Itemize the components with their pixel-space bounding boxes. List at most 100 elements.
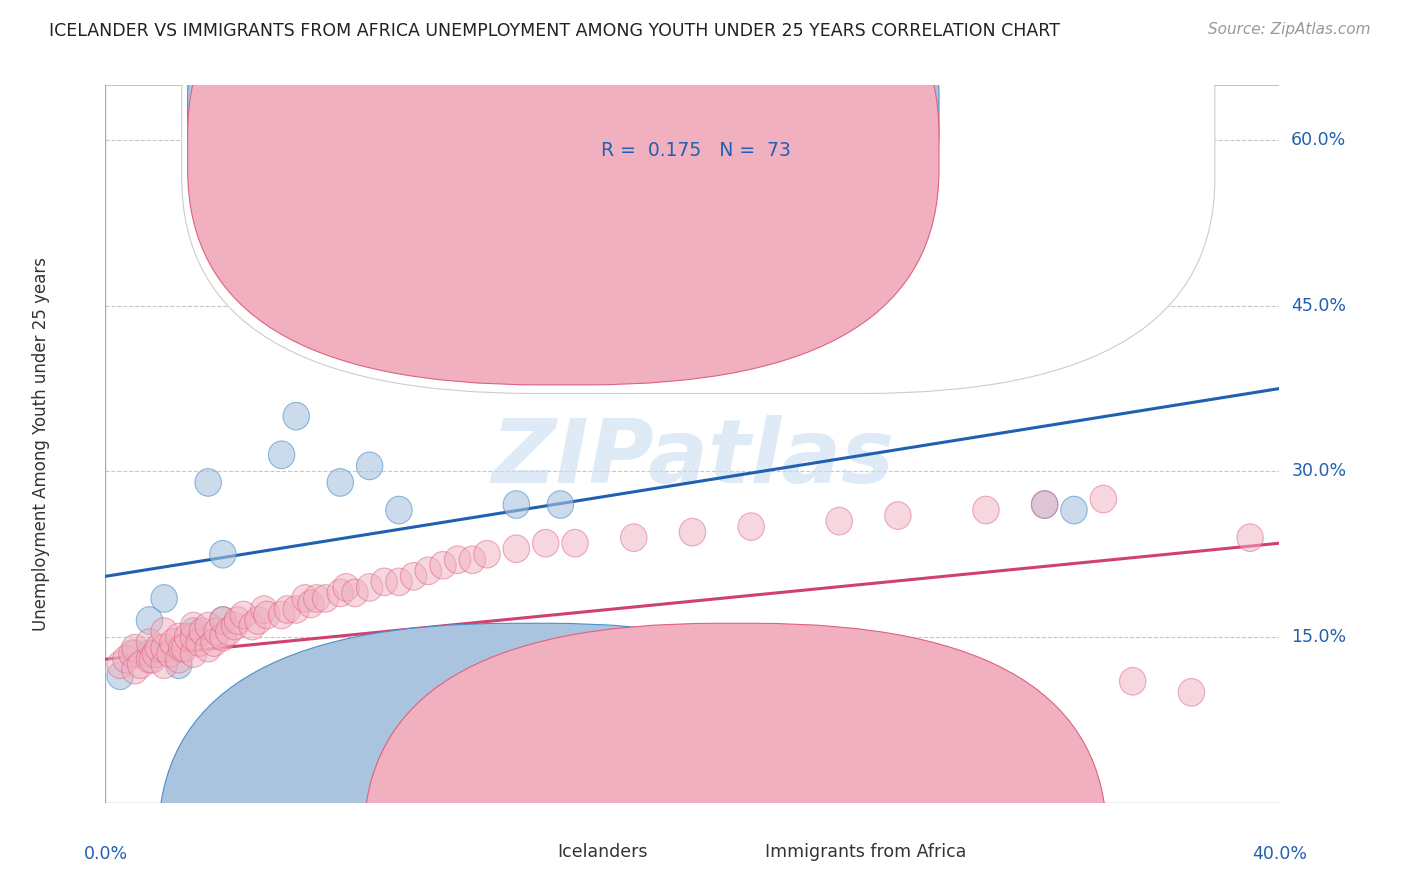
- Ellipse shape: [150, 584, 177, 612]
- Ellipse shape: [136, 640, 163, 667]
- Ellipse shape: [356, 452, 382, 480]
- Ellipse shape: [157, 640, 183, 667]
- Ellipse shape: [385, 496, 412, 524]
- Ellipse shape: [209, 607, 236, 634]
- Ellipse shape: [283, 596, 309, 624]
- FancyBboxPatch shape: [364, 624, 1107, 892]
- Text: 40.0%: 40.0%: [1251, 845, 1308, 863]
- Ellipse shape: [620, 524, 647, 551]
- Ellipse shape: [195, 634, 221, 662]
- Ellipse shape: [371, 568, 398, 596]
- Ellipse shape: [245, 607, 271, 634]
- Ellipse shape: [136, 646, 163, 673]
- Text: 15.0%: 15.0%: [1291, 628, 1347, 646]
- Text: Icelanders: Icelanders: [557, 843, 648, 861]
- Ellipse shape: [231, 601, 257, 629]
- Ellipse shape: [180, 640, 207, 667]
- Text: Immigrants from Africa: Immigrants from Africa: [765, 843, 966, 861]
- Ellipse shape: [1032, 491, 1057, 518]
- Text: 0.0%: 0.0%: [83, 845, 128, 863]
- Ellipse shape: [121, 640, 148, 667]
- Ellipse shape: [142, 640, 169, 667]
- Ellipse shape: [884, 502, 911, 529]
- Ellipse shape: [328, 468, 353, 496]
- Ellipse shape: [221, 612, 247, 640]
- Ellipse shape: [356, 574, 382, 601]
- Ellipse shape: [112, 646, 139, 673]
- Ellipse shape: [121, 634, 148, 662]
- Ellipse shape: [239, 612, 266, 640]
- Text: Unemployment Among Youth under 25 years: Unemployment Among Youth under 25 years: [32, 257, 49, 631]
- Ellipse shape: [150, 618, 177, 646]
- Ellipse shape: [139, 646, 166, 673]
- Text: ZIPatlas: ZIPatlas: [491, 415, 894, 501]
- Ellipse shape: [444, 546, 471, 574]
- Text: 45.0%: 45.0%: [1291, 297, 1346, 315]
- Ellipse shape: [269, 441, 295, 468]
- Ellipse shape: [825, 508, 852, 535]
- Ellipse shape: [136, 607, 163, 634]
- Ellipse shape: [304, 584, 330, 612]
- Ellipse shape: [209, 541, 236, 568]
- Ellipse shape: [415, 557, 441, 584]
- Ellipse shape: [1032, 491, 1057, 518]
- Ellipse shape: [201, 629, 228, 657]
- Ellipse shape: [118, 640, 145, 667]
- Text: 30.0%: 30.0%: [1291, 462, 1347, 481]
- Ellipse shape: [283, 402, 309, 430]
- Ellipse shape: [209, 624, 236, 651]
- Ellipse shape: [150, 651, 177, 679]
- Ellipse shape: [225, 607, 250, 634]
- Ellipse shape: [1119, 667, 1146, 695]
- FancyBboxPatch shape: [187, 0, 939, 347]
- Ellipse shape: [973, 496, 1000, 524]
- Ellipse shape: [150, 634, 177, 662]
- Ellipse shape: [195, 612, 221, 640]
- Ellipse shape: [195, 468, 221, 496]
- Text: 60.0%: 60.0%: [1291, 131, 1347, 149]
- Ellipse shape: [474, 541, 501, 568]
- Ellipse shape: [401, 563, 427, 591]
- FancyBboxPatch shape: [187, 0, 939, 384]
- FancyBboxPatch shape: [181, 0, 1215, 393]
- Ellipse shape: [174, 624, 201, 651]
- FancyBboxPatch shape: [159, 624, 901, 892]
- Ellipse shape: [269, 601, 295, 629]
- Text: ICELANDER VS IMMIGRANTS FROM AFRICA UNEMPLOYMENT AMONG YOUTH UNDER 25 YEARS CORR: ICELANDER VS IMMIGRANTS FROM AFRICA UNEM…: [49, 22, 1060, 40]
- Ellipse shape: [430, 551, 456, 579]
- Ellipse shape: [160, 629, 186, 657]
- Ellipse shape: [342, 579, 368, 607]
- Ellipse shape: [312, 584, 339, 612]
- Ellipse shape: [169, 634, 195, 662]
- Text: Source: ZipAtlas.com: Source: ZipAtlas.com: [1208, 22, 1371, 37]
- Ellipse shape: [460, 546, 485, 574]
- Ellipse shape: [292, 584, 318, 612]
- Ellipse shape: [503, 535, 530, 563]
- Ellipse shape: [225, 728, 250, 756]
- Ellipse shape: [172, 634, 198, 662]
- Ellipse shape: [128, 651, 153, 679]
- Ellipse shape: [180, 624, 207, 651]
- Ellipse shape: [533, 529, 560, 557]
- Ellipse shape: [204, 618, 231, 646]
- Ellipse shape: [180, 612, 207, 640]
- Ellipse shape: [121, 657, 148, 684]
- Ellipse shape: [166, 624, 193, 651]
- Ellipse shape: [738, 513, 765, 541]
- Ellipse shape: [679, 518, 706, 546]
- Ellipse shape: [1090, 485, 1116, 513]
- Ellipse shape: [136, 629, 163, 657]
- Ellipse shape: [298, 591, 325, 618]
- Ellipse shape: [547, 491, 574, 518]
- Text: R =  0.175   N =  73: R = 0.175 N = 73: [600, 141, 790, 161]
- Ellipse shape: [166, 646, 193, 673]
- Ellipse shape: [186, 629, 212, 657]
- Ellipse shape: [274, 596, 301, 624]
- Ellipse shape: [166, 651, 193, 679]
- Ellipse shape: [1060, 496, 1087, 524]
- Ellipse shape: [209, 607, 236, 634]
- Ellipse shape: [250, 596, 277, 624]
- Ellipse shape: [107, 662, 134, 690]
- Text: R =  0.289   N =  21: R = 0.289 N = 21: [600, 103, 790, 121]
- Ellipse shape: [1178, 679, 1205, 706]
